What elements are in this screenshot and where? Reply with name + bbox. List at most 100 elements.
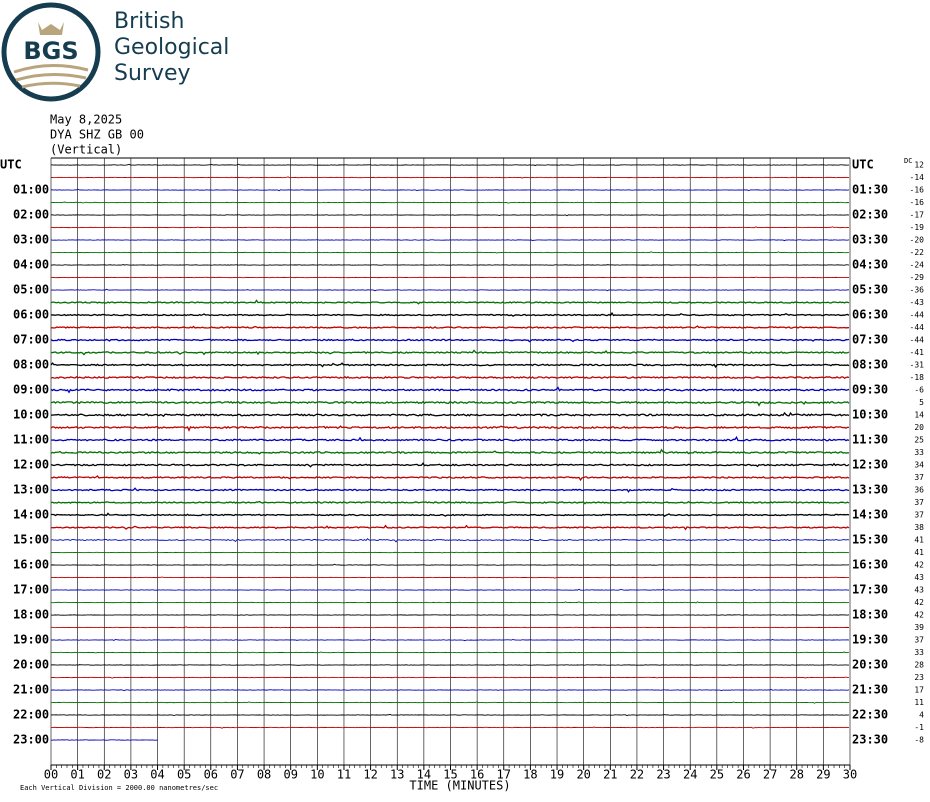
- dc-value: 37: [914, 636, 924, 645]
- time-label-left: 14:00: [13, 508, 49, 522]
- logo-crown: [38, 22, 64, 35]
- logo-ring: [1, 2, 101, 102]
- x-tick-label: 01: [70, 768, 84, 782]
- trace: [50, 462, 850, 468]
- x-title: TIME (MINUTES): [409, 779, 510, 793]
- trace: [50, 664, 850, 666]
- time-label-left: 02:00: [13, 208, 49, 222]
- dc-value: 4: [919, 711, 924, 720]
- dc-value: -44: [910, 336, 925, 345]
- dc-value: 25: [914, 436, 924, 445]
- header-line: (Vertical): [50, 143, 122, 157]
- x-tick-label: 08: [257, 768, 271, 782]
- trace: [50, 425, 850, 432]
- dc-value: 36: [914, 486, 924, 495]
- time-label-left: 04:00: [13, 258, 49, 272]
- logo-fields: [13, 63, 89, 89]
- x-tick-label: 22: [630, 768, 644, 782]
- time-label-right: 12:30: [852, 458, 888, 472]
- x-tick-label: 05: [177, 768, 191, 782]
- logo: BGS British Geological Survey: [1, 2, 229, 102]
- dc-label: DC: [904, 157, 912, 165]
- trace: [50, 601, 850, 604]
- time-label-left: 11:00: [13, 433, 49, 447]
- dc-value: 37: [914, 498, 924, 507]
- x-tick-label: 17: [497, 768, 511, 782]
- trace: [50, 638, 850, 642]
- time-label-right: 08:30: [852, 358, 888, 372]
- dc-value: 41: [914, 548, 924, 557]
- trace: [50, 288, 850, 292]
- x-tick-label: 07: [230, 768, 244, 782]
- trace: [50, 688, 850, 692]
- time-label-left: 20:00: [13, 658, 49, 672]
- dc-value: 5: [919, 398, 924, 407]
- dc-value: -19: [910, 223, 925, 232]
- time-label-right: 16:30: [852, 558, 888, 572]
- dc-value: -1: [914, 723, 924, 732]
- dc-value: -6: [914, 386, 924, 395]
- time-label-left: 01:00: [13, 183, 49, 197]
- time-label-right: UTC: [852, 158, 874, 172]
- dc-value: -44: [910, 311, 925, 320]
- dc-value: -14: [910, 173, 925, 182]
- time-label-right: 14:30: [852, 508, 888, 522]
- trace: [50, 375, 850, 379]
- trace: [50, 239, 850, 242]
- trace: [50, 201, 850, 204]
- dc-value: 23: [914, 673, 924, 682]
- trace: [50, 448, 850, 455]
- trace: [50, 188, 850, 192]
- trace: [51, 325, 850, 329]
- trace: [50, 524, 850, 531]
- dc-value: -31: [910, 361, 925, 370]
- trace: [50, 386, 850, 394]
- dc-value: 11: [914, 698, 924, 707]
- dc-value: 37: [914, 511, 924, 520]
- time-label-right: 22:30: [852, 708, 888, 722]
- time-label-right: 01:30: [852, 183, 888, 197]
- time-label-left: 07:00: [13, 333, 49, 347]
- x-tick-label: 04: [150, 768, 164, 782]
- x-tick-label: 23: [656, 768, 670, 782]
- dc-value: 43: [914, 586, 924, 595]
- x-tick-label: 02: [97, 768, 111, 782]
- time-label-right: 21:30: [852, 683, 888, 697]
- x-tick-label: 25: [710, 768, 724, 782]
- trace: [50, 362, 850, 369]
- time-label-left: 05:00: [13, 283, 49, 297]
- trace: [50, 676, 850, 679]
- dc-value: 12: [914, 161, 924, 170]
- dc-value: -24: [910, 261, 925, 270]
- x-tick-label: 28: [790, 768, 804, 782]
- time-label-right: 06:30: [852, 308, 888, 322]
- time-label-right: 07:30: [852, 333, 888, 347]
- x-tick-label: 11: [337, 768, 351, 782]
- dc-value: 34: [914, 461, 924, 470]
- trace: [50, 726, 850, 729]
- time-label-left: 12:00: [13, 458, 49, 472]
- dc-value: -18: [910, 373, 925, 382]
- x-tick-label: 09: [283, 768, 297, 782]
- dc-value: 39: [914, 623, 924, 632]
- time-label-left: 21:00: [13, 683, 49, 697]
- logo-name: British: [114, 9, 184, 34]
- logo-name: Geological: [114, 35, 229, 60]
- time-label-left: 08:00: [13, 358, 49, 372]
- trace: [50, 400, 850, 407]
- logo-name: Survey: [114, 61, 191, 86]
- time-label-left: 03:00: [13, 233, 49, 247]
- trace: [50, 435, 850, 442]
- footer: Each Vertical Division = 2000.00 nanomet…: [20, 784, 218, 792]
- trace: [50, 176, 850, 179]
- dc-value: -29: [910, 273, 925, 282]
- dc-value: -44: [910, 323, 925, 332]
- dc-value: 37: [914, 473, 924, 482]
- time-label-right: 11:30: [852, 433, 888, 447]
- trace: [50, 338, 850, 343]
- x-tick-label: 13: [390, 768, 404, 782]
- dc-value: 14: [914, 411, 924, 420]
- time-label-right: 18:30: [852, 608, 888, 622]
- time-label-left: 15:00: [13, 533, 49, 547]
